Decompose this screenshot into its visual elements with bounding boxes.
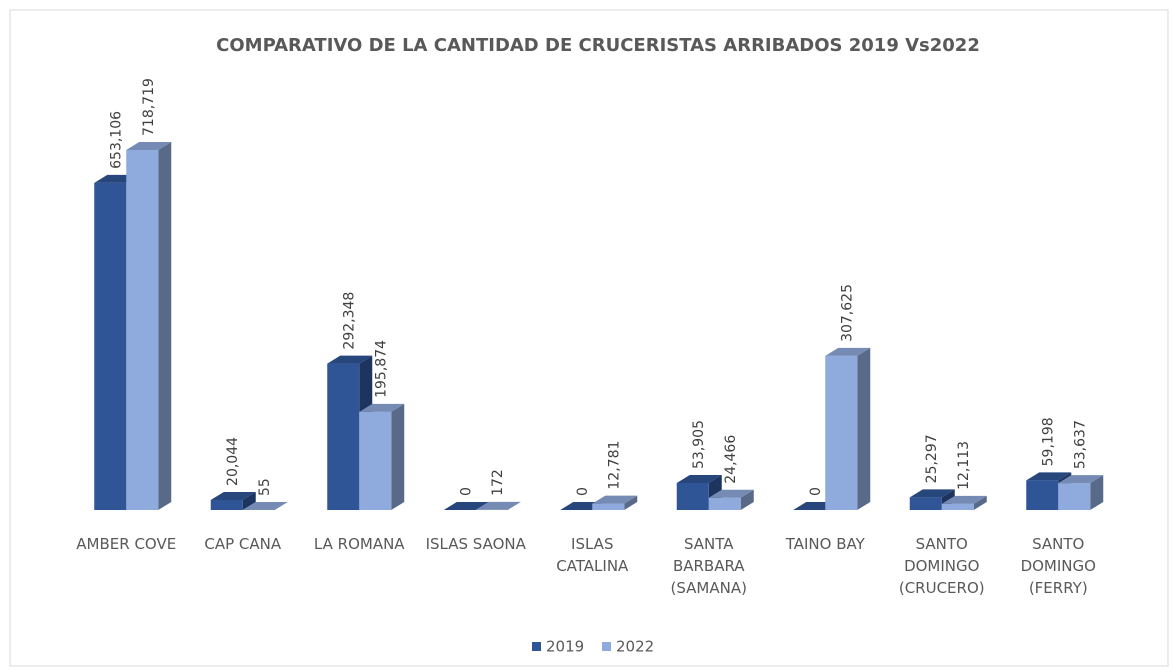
bar	[708, 489, 754, 510]
data-label: 307,625	[840, 284, 856, 342]
bar-top	[443, 502, 489, 510]
x-tick-label: ISLAS SAONA	[425, 535, 526, 553]
bar-side	[973, 495, 987, 510]
data-label: 12,781	[607, 441, 623, 490]
bar	[242, 501, 288, 510]
bar	[359, 403, 405, 510]
x-tick-label: SANTO DOMINGO (FERRY)	[1020, 535, 1096, 597]
bar-side	[1090, 475, 1104, 510]
bar-top	[592, 495, 638, 504]
bar	[126, 142, 172, 510]
x-tick-label: SANTO DOMINGO (CRUCERO)	[898, 535, 985, 597]
data-label: 292,348	[342, 292, 358, 350]
bar-top	[475, 501, 521, 510]
bar-top	[210, 491, 256, 500]
legend-label: 2019	[546, 638, 584, 656]
data-label: 24,466	[723, 435, 739, 484]
bar-top	[1058, 475, 1104, 484]
bar-front	[210, 499, 243, 510]
bar-side	[242, 491, 256, 510]
bar-side	[857, 347, 871, 510]
data-label: 195,874	[374, 340, 390, 398]
bar	[443, 502, 489, 510]
legend-swatch	[532, 642, 541, 651]
bar-side	[391, 403, 405, 510]
data-label: 12,113	[956, 441, 972, 490]
bar	[592, 495, 638, 510]
bar-front	[708, 497, 741, 510]
bar-top	[242, 501, 288, 510]
bar-top	[676, 474, 722, 483]
data-label: 55	[257, 478, 273, 496]
x-tick-label: LA ROMANA	[313, 535, 405, 553]
bar-top	[708, 489, 754, 498]
bar-side	[507, 501, 521, 510]
data-label: 0	[808, 487, 824, 496]
bar-top	[359, 403, 405, 412]
chart-title: COMPARATIVO DE LA CANTIDAD DE CRUCERISTA…	[216, 35, 980, 56]
bar	[941, 495, 987, 510]
data-label: 0	[575, 487, 591, 496]
bar-front	[1026, 480, 1059, 510]
bar-top	[126, 142, 172, 150]
bar-front	[359, 411, 392, 510]
bar-front	[909, 497, 942, 510]
x-tick-label: TAINO BAY	[785, 535, 865, 553]
data-label: 25,297	[924, 434, 940, 483]
bar	[475, 501, 521, 510]
data-label: 59,198	[1041, 417, 1057, 466]
data-label: 718,719	[141, 78, 157, 136]
bar-front	[676, 482, 709, 510]
bar	[1058, 475, 1104, 510]
bar-front	[592, 503, 625, 510]
bar	[825, 347, 871, 510]
legend-swatch	[602, 642, 611, 651]
bar-side	[740, 489, 754, 510]
chart-frame	[9, 9, 1169, 667]
bar-top	[825, 347, 871, 356]
bar-front	[327, 363, 360, 510]
bar-top	[909, 489, 955, 498]
bar-top	[327, 355, 373, 364]
x-tick-label: ISLAS CATALINA	[556, 535, 629, 575]
bar-front	[1058, 483, 1091, 510]
data-label: 172	[490, 469, 506, 496]
x-tick-label: SANTA BARBARA (SAMANA)	[670, 535, 747, 597]
bar-top	[941, 495, 987, 504]
bar-front	[94, 182, 127, 510]
data-label: 0	[458, 487, 474, 496]
bar-front	[126, 150, 159, 510]
data-label: 53,637	[1073, 420, 1089, 469]
bar-front	[825, 355, 858, 510]
bar	[909, 489, 955, 510]
bar-top	[1026, 472, 1072, 481]
x-tick-label: CAP CANA	[204, 535, 282, 553]
bar	[210, 491, 256, 510]
x-tick-label: AMBER COVE	[76, 535, 177, 553]
data-label: 53,905	[691, 420, 707, 469]
data-label: 20,044	[225, 437, 241, 486]
bar-front	[941, 503, 974, 510]
legend-label: 2022	[616, 638, 654, 656]
bar-side	[158, 142, 172, 510]
bar-side	[624, 495, 638, 510]
data-label: 653,106	[109, 111, 125, 169]
bar-side	[274, 501, 288, 510]
